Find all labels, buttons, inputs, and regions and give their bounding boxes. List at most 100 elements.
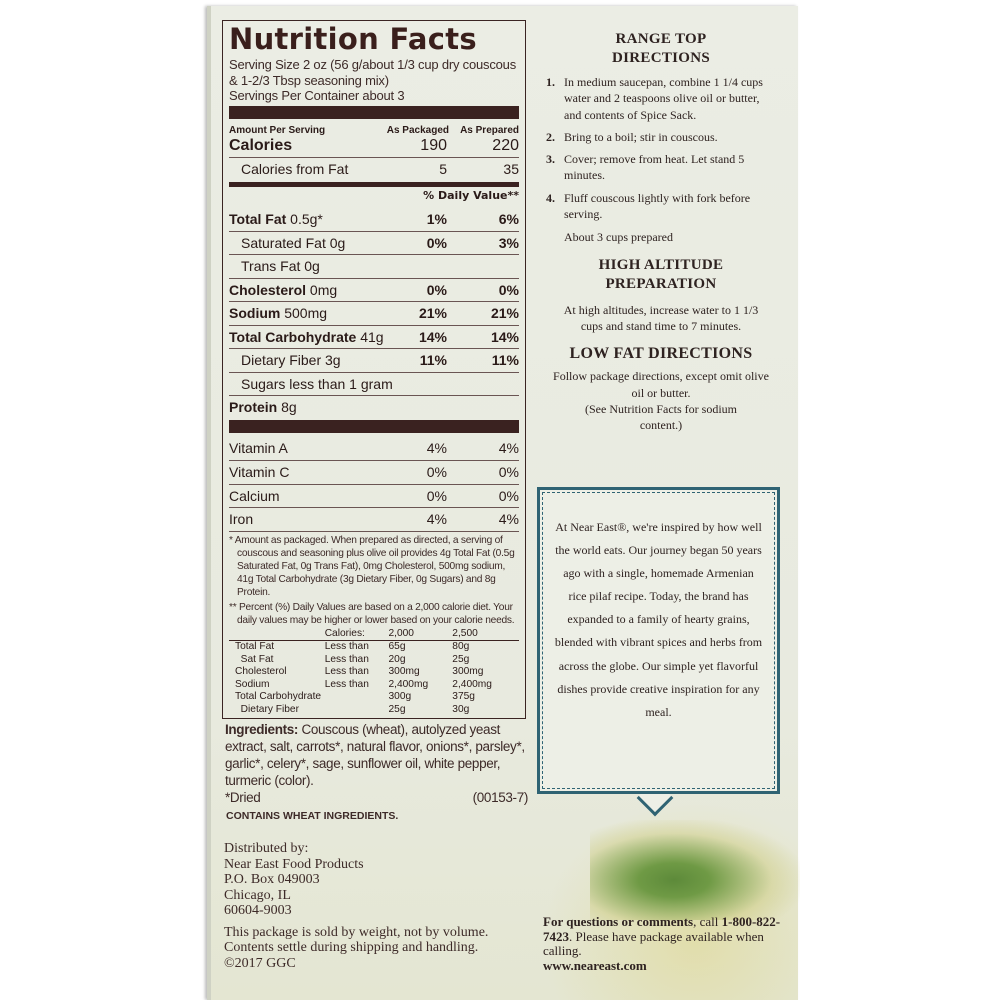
step-number: 2. (546, 129, 555, 144)
dried-note: *Dried (225, 790, 261, 805)
daily-value-cell: 20g (388, 653, 406, 665)
product-code: (00153-7) (472, 790, 529, 805)
nutrient-label: Total Carbohydrate 41g (229, 329, 387, 345)
dv-prepared: 11% (491, 352, 519, 369)
daily-value-cell: Less than (324, 666, 369, 677)
daily-value-cell: Calories: (324, 627, 365, 639)
amount-header: Amount Per Serving As Packaged As Prepar… (229, 122, 519, 136)
serving-size: Serving Size 2 oz (56 g/about 1/3 cup dr… (229, 57, 517, 88)
vitamin-prepared: 4% (498, 440, 519, 457)
daily-value-cell: 30g (452, 703, 470, 715)
daily-value-cell: 300mg (388, 666, 420, 677)
vitamin-packaged: 0% (426, 464, 447, 481)
vitamin-label: Vitamin A (229, 440, 288, 457)
nutrient-label: Total Fat 0.5g* (229, 211, 387, 227)
daily-value-row: Sat Fat Less than 20g 25g (229, 654, 519, 667)
daily-value-cell: 2,400mg (452, 678, 492, 690)
website-link[interactable]: www.neareast.com (543, 957, 647, 973)
range-top-title: RANGE TOP DIRECTIONS (611, 31, 711, 66)
nutrient-row: Trans Fat 0g (229, 254, 519, 278)
vitamin-packaged: 4% (426, 511, 447, 528)
low-fat-title: LOW FAT DIRECTIONS (569, 345, 753, 363)
daily-value-cell: 65g (388, 641, 406, 652)
contact-heading: For questions or comments (543, 914, 694, 929)
step-text: Fluff couscous lightly with fork before … (564, 190, 751, 222)
nutrient-row: Total Fat 0.5g* 1% 6% (229, 207, 519, 231)
vitamin-packaged: 4% (426, 440, 447, 457)
nutrient-amount: Dietary Fiber 3g (241, 352, 341, 369)
daily-value-cell: 80g (452, 641, 470, 652)
vitamin-packaged: 0% (426, 487, 447, 504)
nutrient-row: Sugars less than 1 gram (229, 371, 519, 396)
dv-prepared: 21% (490, 305, 519, 322)
step-text: In medium saucepan, combine 1 1/4 cups w… (564, 75, 763, 122)
ingredients: Ingredients: Couscous (wheat), autolyzed… (222, 721, 528, 806)
nutrient-label: Saturated Fat 0g (229, 235, 387, 251)
allergen-statement: CONTAINS WHEAT INGREDIENTS. (226, 810, 399, 822)
direction-step: 4. Fluff couscous lightly with fork befor… (546, 190, 776, 223)
calories-packaged: 190 (420, 137, 447, 154)
vitamin-prepared: 0% (498, 487, 519, 504)
calories-row: Calories 190 220 (229, 136, 519, 157)
daily-value-row: Sodium Less than 2,400mg 2,400mg (229, 679, 519, 692)
package-edge (207, 6, 211, 1000)
nutrient-rows: Total Fat 0.5g* 1% 6% Saturated Fat 0g 0% 3% T… (229, 207, 519, 419)
vitamin-prepared: 0% (498, 464, 519, 481)
calories-fat-row: Calories from Fat 5 35 (229, 156, 519, 181)
vitamin-label: Calcium (229, 487, 280, 504)
distributor-info: Distributed by: Near East Food Products … (222, 841, 528, 919)
servings-per-container: Servings Per Container about 3 (229, 88, 405, 103)
direction-step: 2. Bring to a boil; stir in couscous. (546, 129, 776, 145)
daily-value-row: Cholesterol Less than 300mg 300mg (229, 666, 519, 679)
daily-value-cell: 25g (388, 703, 406, 715)
daily-value-cell: 375g (452, 691, 475, 702)
nutrient-row: Cholesterol 0mg 0% 0% (229, 277, 519, 302)
direction-step: 1. In medium saucepan, combine 1 1/4 cups… (546, 74, 776, 123)
directions-column: RANGE TOP DIRECTIONS 1. In medium saucepa… (546, 30, 776, 433)
phone-number[interactable]: 1-800-822-7423 (543, 914, 781, 944)
vitamin-row: Iron 4% 4% (229, 507, 519, 531)
nutrient-label: Cholesterol 0mg (229, 282, 387, 298)
footnote-packaged: * Amount as packaged. When prepared as d… (229, 534, 515, 598)
nutrient-amount: 500mg (280, 305, 328, 322)
nutrient-label: Sodium 500mg (229, 305, 387, 321)
nutrient-amount: 41g (356, 328, 384, 345)
direction-steps: 1. In medium saucepan, combine 1 1/4 cups… (546, 74, 776, 222)
nutrient-row: Sodium 500mg 21% 21% (229, 301, 519, 325)
daily-value-row: Total Fat Less than 65g 80g (229, 641, 519, 654)
package-note-line: This package is sold by weight, not by v… (224, 924, 489, 940)
left-column: Nutrition Facts Serving Size 2 oz (56 g/… (222, 20, 528, 971)
distributor-line: Chicago, IL (224, 887, 291, 903)
low-fat-note: (See Nutrition Facts for sodium content.… (585, 401, 737, 433)
col-packaged: As Packaged (386, 124, 449, 136)
nutrient-label: Sugars less than 1 gram (229, 376, 393, 392)
ingredients-text: Couscous (wheat), autolyzed yeast extrac… (225, 722, 525, 788)
high-altitude-title: HIGH ALTITUDE PREPARATION (598, 256, 724, 292)
daily-value-row: Total Carbohydrate 300g 375g (229, 691, 519, 704)
amount-per-serving: Amount Per Serving (229, 124, 326, 136)
calories-fat-prepared: 35 (503, 160, 519, 177)
daily-value-row: Dietary Fiber 25g 30g (229, 704, 519, 717)
nutrient-label: Dietary Fiber 3g (229, 352, 387, 368)
daily-value-cell: 300g (388, 691, 412, 702)
daily-value-cell: Less than (324, 678, 369, 690)
col-prepared: As Prepared (460, 124, 519, 136)
brand-story: At Near East®, we're inspired by how wel… (537, 487, 780, 794)
daily-value-header: % Daily Value** (423, 189, 519, 202)
dv-packaged: 11% (419, 352, 447, 369)
nutrient-row: Dietary Fiber 3g 11% 11% (229, 348, 519, 372)
daily-value-cell: Total Fat (235, 641, 275, 652)
yield: About 3 cups prepared (564, 230, 673, 245)
daily-value-cell: 25g (452, 653, 470, 665)
dv-packaged: 1% (426, 210, 447, 227)
divider-medium (229, 182, 519, 187)
nutrient-label: Trans Fat 0g (229, 258, 387, 274)
herb-image (590, 820, 800, 920)
daily-value-cell: Sat Fat (235, 653, 274, 665)
copyright: ©2017 GGC (224, 955, 296, 971)
contact-text: , call (693, 914, 719, 929)
daily-value-cell: 2,400mg (388, 678, 429, 690)
daily-value-cell: Total Carbohydrate (235, 691, 322, 702)
calories-fat-label: Calories from Fat (241, 160, 349, 177)
package-note-line: Contents settle during shipping and hand… (224, 940, 479, 955)
